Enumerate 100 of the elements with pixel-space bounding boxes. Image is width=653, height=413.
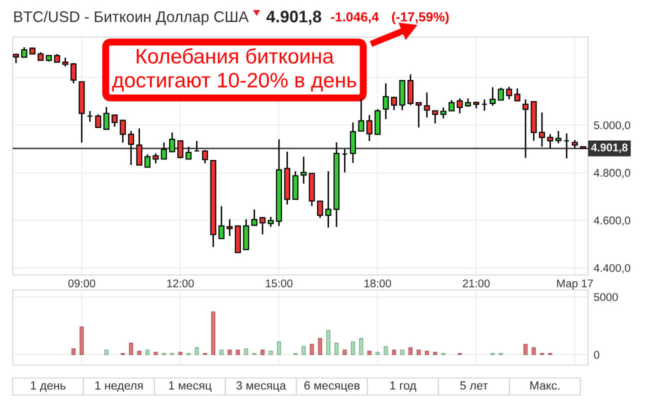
candlestick (70, 62, 77, 84)
candlestick (12, 52, 20, 64)
annotation: Колебания биткоина достигают 10-20% в день (112, 48, 356, 92)
bar (228, 350, 232, 356)
bar (154, 352, 158, 356)
text: 1 неделя (95, 381, 143, 392)
bar (523, 344, 528, 356)
bar (219, 350, 224, 356)
bar (145, 350, 150, 356)
candlestick (374, 108, 381, 136)
candlestick (300, 156, 307, 184)
bar (359, 338, 364, 356)
bar (276, 342, 282, 356)
x-tick-label: 21:00 (462, 279, 490, 288)
candlestick (136, 128, 142, 166)
bar (416, 350, 421, 356)
candlestick (522, 98, 529, 159)
bar (302, 346, 306, 356)
bar (326, 330, 330, 356)
candlestick (317, 200, 324, 219)
bar (424, 350, 429, 356)
bar (532, 347, 536, 356)
bar (268, 350, 273, 356)
candlestick (95, 114, 102, 128)
candlestick (498, 87, 504, 101)
candlestick (366, 114, 372, 142)
bar (236, 350, 240, 356)
candlestick (112, 114, 118, 128)
text: 1 месяц (169, 381, 212, 392)
candlestick (202, 149, 208, 164)
bar (71, 348, 76, 356)
bar (350, 342, 356, 356)
text: 1 год (390, 381, 416, 392)
x-tick-label: 15:00 (266, 279, 292, 288)
candlestick (350, 122, 356, 164)
candlestick (218, 206, 224, 240)
bar (137, 350, 142, 356)
candlestick (382, 82, 389, 120)
bar (211, 312, 216, 356)
candlestick (506, 86, 512, 100)
candlestick (243, 218, 250, 250)
candlestick (144, 154, 151, 168)
candlestick (555, 130, 562, 144)
bar (80, 326, 84, 356)
candlestick (152, 152, 159, 164)
text: 1 день (30, 381, 66, 392)
text: -1.046,4 (331, 12, 379, 24)
bar (392, 350, 396, 356)
y-tick-label: 4.800,0 (594, 168, 630, 178)
bar (244, 348, 248, 356)
candlestick (481, 98, 488, 112)
y-tick-label: 5.000,0 (594, 121, 630, 131)
candlestick (103, 106, 110, 130)
bar (194, 347, 199, 356)
bar (318, 338, 322, 356)
text: 6 месяцев (304, 381, 360, 392)
candlestick (538, 112, 545, 148)
candlestick (391, 96, 398, 111)
candlestick (564, 132, 570, 160)
candlestick (407, 74, 414, 106)
x-tick-label: 12:00 (167, 279, 194, 288)
candlestick (251, 208, 258, 226)
y-tick-label: 0 (594, 350, 600, 359)
candlestick (160, 142, 167, 160)
x-tick-label: Мар 17 (557, 280, 593, 290)
candlestick (342, 148, 348, 174)
candlestick (128, 130, 134, 166)
x-tick-label: 09:00 (68, 279, 96, 288)
candlestick (226, 218, 233, 237)
text: 5 лет (460, 381, 488, 390)
bar (384, 346, 388, 356)
candlestick (120, 120, 126, 144)
candlestick (169, 132, 176, 152)
candlestick (358, 98, 364, 132)
x-tick-label: 18:00 (364, 279, 392, 288)
candlestick (86, 110, 93, 122)
bar (128, 342, 134, 356)
candlestick (514, 88, 520, 102)
bar (334, 342, 339, 356)
bar (310, 344, 314, 356)
ref-line-label: 4.901,8 (591, 144, 628, 154)
bar (408, 347, 413, 356)
chart-title: BTC/USD - Биткоин Доллар США (14, 10, 249, 26)
text: (-17,59%) (392, 12, 449, 24)
candlestick (268, 216, 274, 228)
bar (400, 350, 404, 356)
text: 3 месяца (236, 381, 286, 392)
candlestick (194, 140, 200, 152)
y-tick-label: 5000 (594, 293, 618, 302)
candlestick (416, 102, 422, 128)
candlestick (440, 106, 446, 120)
bar (104, 350, 108, 356)
bar (342, 350, 347, 356)
candlestick (432, 110, 438, 124)
candlestick (325, 170, 332, 228)
candlestick (260, 216, 266, 235)
bar (367, 350, 372, 356)
candlestick (448, 99, 455, 112)
candlestick (177, 140, 184, 160)
bar (260, 350, 265, 356)
